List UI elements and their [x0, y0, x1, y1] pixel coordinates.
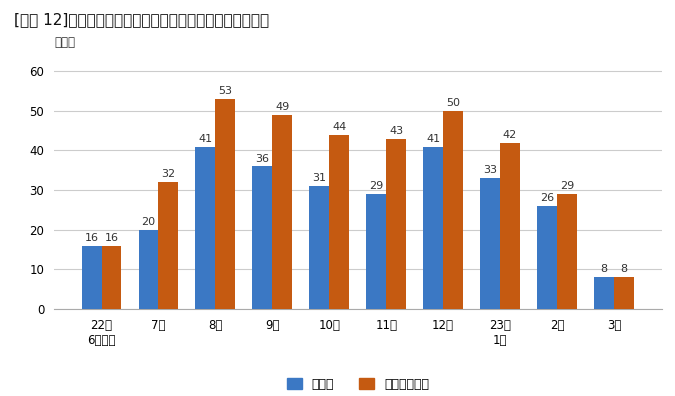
Text: 44: 44 [332, 122, 346, 132]
Bar [309, 186, 329, 309]
Text: （％）: （％） [54, 36, 75, 49]
Text: 53: 53 [219, 86, 232, 96]
Text: 8: 8 [620, 265, 628, 274]
Text: 41: 41 [426, 134, 440, 144]
Bar [386, 139, 406, 309]
Bar [557, 194, 577, 309]
Text: 16: 16 [84, 233, 99, 243]
Text: 29: 29 [369, 181, 383, 191]
Text: 31: 31 [313, 173, 326, 183]
Text: 32: 32 [161, 169, 176, 179]
Bar [159, 182, 178, 309]
Bar [329, 135, 349, 309]
Text: [図表 12]　インターンシップ参加時期（文系、複数回答）: [図表 12] インターンシップ参加時期（文系、複数回答） [14, 12, 269, 27]
Bar [101, 246, 122, 309]
Bar [594, 277, 614, 309]
Text: 16: 16 [105, 233, 119, 243]
Bar [138, 230, 159, 309]
Text: 20: 20 [142, 217, 155, 227]
Bar [500, 143, 520, 309]
Text: 29: 29 [560, 181, 574, 191]
Bar [443, 111, 463, 309]
Bar [480, 178, 500, 309]
Text: 49: 49 [275, 102, 290, 112]
Bar [252, 166, 272, 309]
Text: 33: 33 [483, 166, 497, 175]
Bar [614, 277, 634, 309]
Text: 42: 42 [503, 130, 517, 140]
Text: 43: 43 [389, 126, 403, 136]
Bar [537, 206, 557, 309]
Text: 41: 41 [198, 134, 213, 144]
Text: 26: 26 [540, 193, 554, 203]
Text: 8: 8 [601, 265, 608, 274]
Text: 50: 50 [446, 98, 460, 108]
Bar [272, 115, 292, 309]
Bar [423, 147, 443, 309]
Bar [367, 194, 386, 309]
Text: 36: 36 [255, 154, 269, 164]
Bar [82, 246, 101, 309]
Legend: 対面型, オンライン型: 対面型, オンライン型 [281, 373, 434, 396]
Bar [215, 99, 236, 309]
Bar [196, 147, 215, 309]
